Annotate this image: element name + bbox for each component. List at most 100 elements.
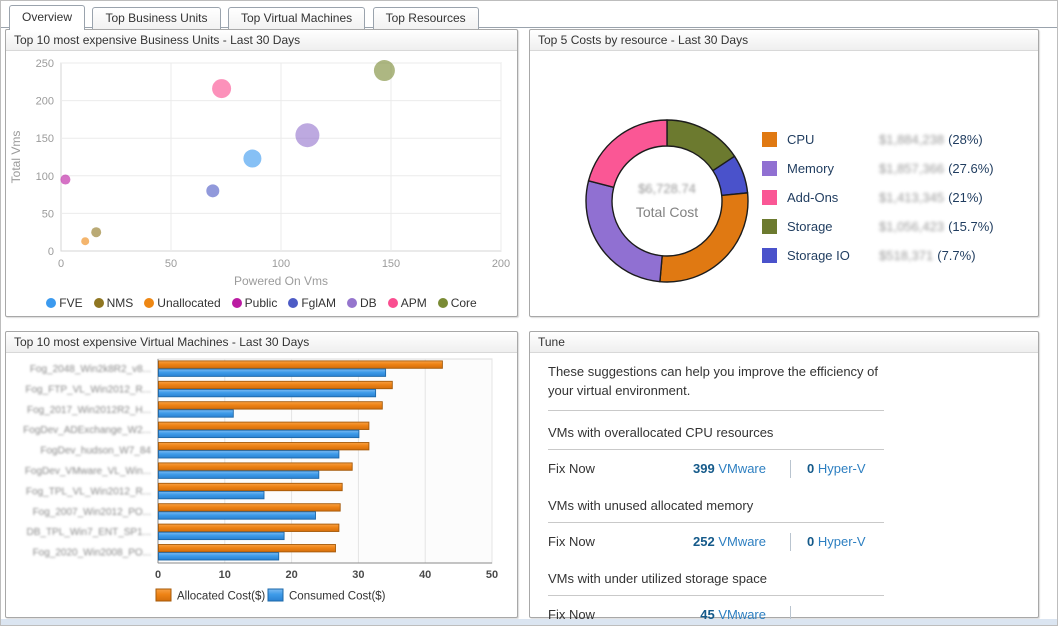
panel-costs-by-resource: Top 5 Costs by resource - Last 30 Days $… — [529, 29, 1039, 317]
x-tick-label: 10 — [219, 569, 231, 581]
vmware-link[interactable]: VMware — [718, 607, 766, 623]
legend-item-Core[interactable]: Core — [437, 296, 477, 310]
donut-slice-Add-Ons[interactable] — [587, 119, 668, 189]
x-tick-label: 50 — [165, 258, 177, 270]
bubble-Unallocated[interactable] — [81, 237, 90, 246]
bar-consumed-row4[interactable] — [158, 429, 360, 439]
bar-allocated-row8[interactable] — [158, 503, 341, 512]
bar-allocated-row9[interactable] — [158, 523, 340, 532]
bar-consumed-row8[interactable] — [158, 511, 316, 520]
y-tick-label: 250 — [36, 58, 54, 70]
bar-allocated-row6[interactable] — [158, 462, 353, 471]
storage-io-swatch — [762, 247, 777, 263]
hyperv-count: 0 — [807, 534, 815, 550]
vm-name-label-blurred: Fog_TPL_VL_Win2012_R... — [26, 486, 151, 497]
vm-name-label-blurred: DB_TPL_Win7_ENT_SP1... — [27, 527, 152, 538]
bar-consumed-row9[interactable] — [158, 531, 285, 541]
panel-business-units-title: Top 10 most expensive Business Units - L… — [6, 30, 517, 51]
legend-percent: (15.7%) — [948, 218, 994, 234]
legend-value-blurred: $1,884,238 — [879, 131, 945, 147]
bar-allocated-row2[interactable] — [158, 380, 393, 390]
legend-item-addons: Add-Ons $1,413,345 (21%) — [762, 187, 994, 207]
bar-consumed-row5[interactable] — [158, 450, 340, 459]
legend-item-cpu: CPU $1,884,238 (28%) — [762, 129, 994, 149]
vm-name-label-blurred: Fog_2048_Win2k8R2_v8... — [30, 364, 151, 375]
bar-allocated-row1[interactable] — [158, 360, 443, 369]
vm-name-label-blurred: FogDev_hudson_W7_84 — [40, 446, 151, 457]
bar-allocated-row4[interactable] — [158, 421, 370, 430]
legend-item-APM[interactable]: APM — [387, 296, 427, 310]
bubble-chart-legend: FVE NMS Unallocated Public FglAM DB APM Core — [6, 296, 517, 310]
x-tick-label: 200 — [492, 258, 510, 270]
tab-top-resources[interactable]: Top Resources — [372, 7, 479, 29]
legend-dot — [93, 298, 104, 308]
legend-item-storage: Storage $1,056,423 (15.7%) — [762, 216, 994, 236]
panel-virtual-machines: Top 10 most expensive Virtual Machines -… — [5, 331, 518, 618]
vmware-count: 252 — [692, 534, 715, 550]
panel-tune: Tune These suggestions can help you impr… — [529, 331, 1039, 624]
legend-label: Core — [450, 296, 477, 310]
y-tick-label: 0 — [48, 246, 54, 258]
vm-name-label-blurred: Fog_2017_Win2012R2_H... — [27, 405, 151, 416]
bar-consumed-row10[interactable] — [158, 552, 280, 561]
tune-section-cpu: VMs with overallocated CPU resources Fix… — [548, 425, 1020, 484]
legend-value-blurred: $1,056,423 — [879, 218, 945, 234]
legend-item-FglAM[interactable]: FglAM — [288, 296, 336, 310]
legend-label: CPU — [787, 131, 815, 147]
bubble-Public[interactable] — [60, 174, 71, 185]
tab-strip-divider — [1, 27, 1057, 28]
donut-legend: CPU $1,884,238 (28%) Memory $1,857,366 (… — [762, 129, 994, 274]
bar-allocated-row3[interactable] — [158, 401, 383, 410]
legend-percent: (7.7%) — [937, 247, 976, 263]
bar-consumed-row3[interactable] — [158, 409, 234, 418]
tab-top-virtual-machines[interactable]: Top Virtual Machines — [227, 7, 366, 29]
divider — [790, 532, 791, 551]
bubble-APM[interactable] — [212, 79, 232, 99]
tab-top-business-units[interactable]: Top Business Units — [92, 7, 221, 29]
bubble-Core[interactable] — [373, 60, 395, 82]
memory-swatch — [762, 160, 777, 176]
bar-consumed-row6[interactable] — [158, 470, 320, 479]
bar-allocated-row7[interactable] — [158, 482, 343, 492]
vmware-link[interactable]: VMware — [718, 461, 766, 477]
legend-label: DB — [360, 296, 377, 310]
legend-item-Public[interactable]: Public — [231, 296, 277, 310]
legend-item-memory: Memory $1,857,366 (27.6%) — [762, 158, 994, 178]
fix-now-link[interactable]: Fix Now — [548, 461, 595, 477]
window-bottom-strip — [1, 619, 1057, 625]
legend-dot — [144, 298, 155, 308]
tune-intro-text: These suggestions can help you improve t… — [548, 363, 884, 411]
bubble-FglAM[interactable] — [206, 184, 220, 198]
legend-item-DB[interactable]: DB — [347, 296, 377, 310]
legend-label: Consumed Cost($) — [289, 591, 386, 603]
bar-allocated-row10[interactable] — [158, 544, 336, 553]
tab-overview[interactable]: Overview — [9, 5, 86, 30]
x-tick-label: 0 — [155, 569, 161, 581]
x-axis-label: Powered On Vms — [234, 274, 328, 288]
hyperv-link[interactable]: Hyper-V — [817, 534, 866, 550]
legend-swatch-consumed — [267, 588, 284, 602]
legend-item-Unallocated[interactable]: Unallocated — [144, 296, 221, 310]
business-units-bubble-chart: 0 50 100 150 200 0 50 100 150 200 250 Powered On Vm… — [9, 58, 510, 288]
fix-now-link[interactable]: Fix Now — [548, 534, 595, 550]
fix-now-link[interactable]: Fix Now — [548, 607, 595, 623]
panel-vm-title: Top 10 most expensive Virtual Machines -… — [6, 332, 517, 353]
hyperv-link[interactable]: Hyper-V — [817, 461, 866, 477]
legend-percent: (21%) — [948, 189, 983, 205]
legend-label: FglAM — [301, 296, 337, 310]
panel-tune-title: Tune — [530, 332, 1038, 353]
bubble-NMS[interactable] — [91, 227, 102, 238]
total-cost-label: Total Cost — [636, 204, 698, 220]
legend-dot — [288, 298, 299, 308]
bar-consumed-row1[interactable] — [158, 368, 387, 377]
legend-label: NMS — [106, 296, 134, 310]
bar-consumed-row2[interactable] — [158, 388, 377, 398]
bubble-DB[interactable] — [295, 123, 320, 148]
legend-item-NMS[interactable]: NMS — [93, 296, 134, 310]
bubble-FVE[interactable] — [243, 149, 262, 168]
bar-consumed-row7[interactable] — [158, 490, 265, 500]
x-tick-label: 100 — [272, 258, 290, 270]
bar-allocated-row5[interactable] — [158, 442, 370, 451]
vmware-link[interactable]: VMware — [718, 534, 766, 550]
legend-item-FVE[interactable]: FVE — [46, 296, 83, 310]
